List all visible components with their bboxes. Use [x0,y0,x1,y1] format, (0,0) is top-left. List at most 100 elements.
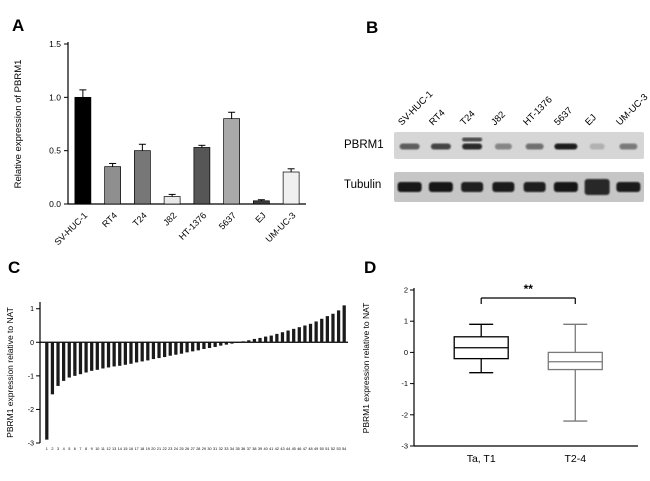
svg-text:20: 20 [151,447,155,451]
svg-text:14: 14 [118,447,122,451]
svg-text:52: 52 [331,447,335,451]
svg-text:-2: -2 [401,410,408,419]
svg-text:10: 10 [95,447,99,451]
svg-text:Relative expression of PBRM1: Relative expression of PBRM1 [13,60,24,189]
svg-text:1: 1 [30,306,34,313]
svg-text:18: 18 [140,447,144,451]
svg-text:46: 46 [297,447,301,451]
svg-text:SV-HUC-1: SV-HUC-1 [53,210,90,247]
svg-text:PBRM1 expression relative to N: PBRM1 expression relative to NAT [5,307,15,438]
svg-text:25: 25 [179,447,183,451]
bar-group [104,162,121,205]
svg-text:33: 33 [224,447,228,451]
blot-strip [394,172,644,202]
blot-row-label: PBRM1 [344,139,384,151]
svg-text:T2-4: T2-4 [564,453,586,465]
svg-text:23: 23 [168,447,172,451]
svg-text:T24: T24 [131,210,149,228]
blot-lane-label: EJ [583,112,599,128]
svg-text:24: 24 [174,447,178,451]
svg-text:6: 6 [74,447,76,451]
bar-group [223,111,240,205]
blot-band [554,143,578,150]
svg-text:5637: 5637 [217,210,238,231]
svg-text:12: 12 [106,447,110,451]
svg-text:3: 3 [57,447,59,451]
blot-strip [394,132,644,159]
svg-text:28: 28 [196,447,200,451]
panel-a-label: A [12,16,25,35]
panel-c-waterfall-chart: C 1 0 -1 -2 -3 PBRM1 expression relative to N… [2,256,354,480]
blot-lane-label: 5637 [552,105,575,128]
svg-text:43: 43 [280,447,284,451]
svg-text:42: 42 [275,447,279,451]
svg-text:2: 2 [51,447,53,451]
blot-band [428,182,453,192]
blot-band [553,182,578,192]
blot-band [462,137,483,150]
svg-text:47: 47 [303,447,307,451]
svg-text:15: 15 [123,447,127,451]
svg-text:Ta, T1: Ta, T1 [467,453,496,465]
svg-text:9: 9 [91,447,93,451]
svg-text:7: 7 [79,447,81,451]
blot-band [616,182,641,192]
svg-text:54: 54 [342,447,346,451]
svg-text:0.5: 0.5 [49,146,61,156]
blot-row-tubulin: Tubulin [330,172,648,202]
bar-group [134,143,151,205]
bar-group [74,89,92,205]
svg-text:19: 19 [146,447,150,451]
svg-text:17: 17 [134,447,138,451]
svg-text:-1: -1 [401,379,408,388]
svg-text:51: 51 [325,447,329,451]
svg-text:26: 26 [185,447,189,451]
svg-text:13: 13 [112,447,116,451]
pbrm1-stage-box-plot: 2 1 0 -1 -2 -3 PBRM1 expression relative to NA… [356,256,648,480]
blot-row-pbrm1: PBRM1 [330,132,648,159]
blot-band [461,182,484,192]
svg-text:30: 30 [207,447,211,451]
box-plot-svg: 2 1 0 -1 -2 -3 PBRM1 expression relative to NA… [361,282,638,465]
svg-text:44: 44 [286,447,290,451]
svg-text:1: 1 [46,447,48,451]
svg-text:RT4: RT4 [100,210,119,229]
svg-text:-3: -3 [401,442,408,451]
blot-band [494,143,512,150]
svg-text:4: 4 [63,447,65,451]
blot-lane-label: J82 [489,109,509,128]
svg-text:PBRM1 expression relative to N: PBRM1 expression relative to NAT [361,303,371,434]
svg-text:1.0: 1.0 [49,92,61,102]
blot-lane-label: HT-1376 [520,94,555,128]
panel-d-box-plot: D 2 1 0 -1 -2 -3 PBRM1 expression relative to … [356,256,648,480]
svg-text:0: 0 [30,340,34,347]
svg-text:53: 53 [336,447,340,451]
blot-row-label: Tubulin [344,179,382,191]
svg-text:37: 37 [247,447,251,451]
svg-text:-1: -1 [28,373,34,380]
svg-text:1.5: 1.5 [49,39,61,49]
svg-text:**: ** [524,282,534,296]
svg-text:27: 27 [191,447,195,451]
blot-lane-label: RT4 [427,107,448,128]
svg-text:0: 0 [404,348,408,357]
svg-text:35: 35 [235,447,239,451]
svg-text:HT-1376: HT-1376 [177,210,208,241]
blot-lane-label: T24 [458,108,478,128]
bar-group [282,168,300,205]
svg-text:49: 49 [314,447,318,451]
panel-b-western-blot: B SV-HUC-1 RT4 T24 J82 HT-1376 5637 EJ UM-UC-3 … [330,14,650,256]
svg-text:UM-UC-3: UM-UC-3 [264,210,298,244]
svg-text:0.0: 0.0 [49,199,61,209]
svg-text:16: 16 [129,447,133,451]
svg-text:8: 8 [85,447,87,451]
svg-text:29: 29 [202,447,206,451]
svg-text:1: 1 [404,317,408,326]
blot-band [430,143,451,150]
blot-band [589,143,605,150]
svg-text:J82: J82 [161,210,178,227]
blot-band [492,182,515,192]
svg-text:5: 5 [68,447,70,451]
